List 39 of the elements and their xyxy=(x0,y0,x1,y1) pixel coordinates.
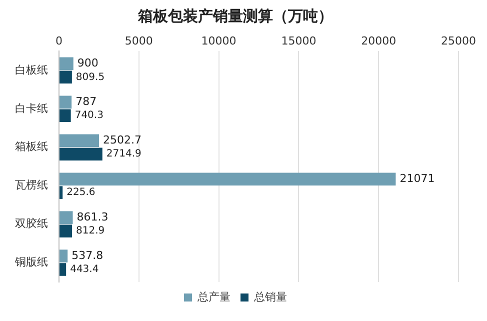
data-label: 861.3 xyxy=(76,210,108,224)
data-label: 443.4 xyxy=(70,264,99,276)
data-label: 537.8 xyxy=(72,248,104,262)
bar xyxy=(60,70,72,84)
legend-label: 总产量 xyxy=(196,290,230,304)
bar xyxy=(60,134,99,148)
y-tick-label: 白卡纸 xyxy=(15,102,48,115)
bar xyxy=(60,172,396,186)
chart-title: 箱板包装产销量测算（万吨） xyxy=(137,6,333,25)
data-label: 740.3 xyxy=(74,110,104,122)
bar xyxy=(60,109,71,122)
data-label: 2502.7 xyxy=(102,133,142,146)
x-tick-label: 15000 xyxy=(281,34,316,48)
x-tick-label: 20000 xyxy=(361,34,396,48)
bar xyxy=(60,250,68,262)
y-tick-label: 双胶纸 xyxy=(15,217,48,230)
data-label: 225.6 xyxy=(66,187,96,198)
data-label: 787 xyxy=(76,95,97,108)
bar xyxy=(60,263,66,276)
data-label: 900 xyxy=(77,56,98,70)
data-label: 2714.9 xyxy=(106,148,142,160)
y-tick-label: 白板纸 xyxy=(15,63,48,76)
bar xyxy=(60,148,102,160)
bar xyxy=(60,211,73,224)
x-tick-label: 5000 xyxy=(124,34,153,48)
y-tick-label: 铜版纸 xyxy=(14,256,48,269)
data-label: 812.9 xyxy=(76,226,105,237)
data-label: 809.5 xyxy=(76,72,105,83)
bar xyxy=(60,96,72,109)
y-tick-label: 瓦楞纸 xyxy=(15,178,48,192)
bar xyxy=(60,57,74,70)
data-label: 21071 xyxy=(400,172,435,185)
bar xyxy=(60,224,72,238)
y-tick-label: 箱板纸 xyxy=(15,140,48,154)
x-tick-label: 10000 xyxy=(201,34,236,48)
bar xyxy=(60,186,63,199)
legend-label: 总销量 xyxy=(253,290,287,304)
x-tick-label: 25000 xyxy=(441,34,476,48)
x-tick-label: 0 xyxy=(56,34,62,48)
